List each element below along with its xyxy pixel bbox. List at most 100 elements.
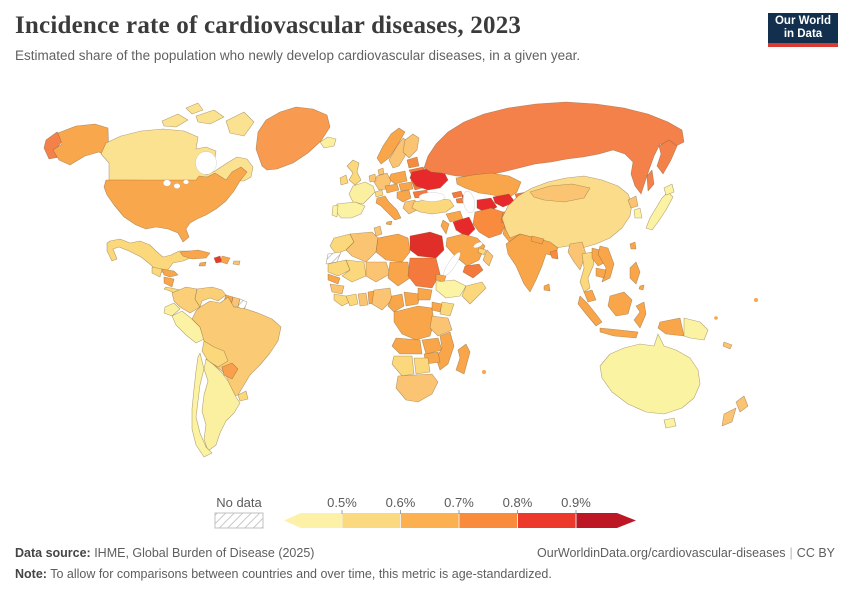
country-russia-sakhalin[interactable] xyxy=(646,169,655,192)
country-guatemala[interactable] xyxy=(151,266,163,278)
country-norway[interactable] xyxy=(376,127,406,165)
country-indonesia-west-papua[interactable] xyxy=(657,317,685,337)
country-taiwan[interactable] xyxy=(629,241,637,250)
country-uae[interactable] xyxy=(477,247,487,256)
country-ghana[interactable] xyxy=(357,292,369,307)
country-baltic-states[interactable] xyxy=(406,156,420,169)
country-indonesia-sumatra[interactable] xyxy=(577,295,603,327)
footer-url-link[interactable]: OurWorldinData.org/cardiovascular-diseas… xyxy=(537,546,786,560)
country-new-zealand-south[interactable] xyxy=(721,407,737,427)
legend-bin-3[interactable] xyxy=(459,513,518,528)
country-yemen[interactable] xyxy=(462,263,484,279)
country-chad[interactable] xyxy=(387,261,411,287)
legend-bin-1[interactable] xyxy=(342,513,401,528)
country-new-zealand-north[interactable] xyxy=(735,395,749,413)
country-austria-czechia[interactable] xyxy=(384,183,400,194)
footer-license-link[interactable]: CC BY xyxy=(796,546,835,560)
country-niger[interactable] xyxy=(365,261,391,283)
country-botswana[interactable] xyxy=(413,357,431,375)
legend-no-data-swatch[interactable] xyxy=(214,512,264,529)
country-jamaica[interactable] xyxy=(198,261,207,267)
country-sudan[interactable] xyxy=(407,257,441,289)
country-cambodia[interactable] xyxy=(595,267,607,279)
country-honduras[interactable] xyxy=(161,268,179,278)
country-somalia[interactable] xyxy=(461,281,487,305)
country-ethiopia[interactable] xyxy=(435,279,467,299)
country-namibia[interactable] xyxy=(391,355,415,377)
country-jordan-israel[interactable] xyxy=(440,219,450,235)
country-australia[interactable] xyxy=(599,333,701,415)
country-cameroon[interactable] xyxy=(387,293,405,313)
country-indonesia-sulawesi[interactable] xyxy=(633,301,647,329)
country-papua-new-guinea[interactable] xyxy=(683,317,709,341)
legend-bin-0[interactable] xyxy=(301,513,342,528)
country-paraguay[interactable] xyxy=(221,362,239,380)
country-ivory-coast[interactable] xyxy=(345,293,359,307)
country-kazakhstan[interactable] xyxy=(455,172,522,200)
legend-bin-5-arrow[interactable] xyxy=(617,513,636,528)
country-puerto-rico[interactable] xyxy=(232,260,241,266)
country-balkans[interactable] xyxy=(396,189,412,203)
country-poland[interactable] xyxy=(388,170,408,185)
country-vietnam[interactable] xyxy=(597,245,615,283)
country-mauritius[interactable] xyxy=(482,370,486,374)
legend-bin-0-arrow[interactable] xyxy=(284,513,301,528)
country-georgia[interactable] xyxy=(451,190,464,199)
country-nigeria[interactable] xyxy=(371,287,393,311)
country-ireland[interactable] xyxy=(339,174,349,186)
country-chile[interactable] xyxy=(191,352,213,458)
country-libya[interactable] xyxy=(375,233,411,263)
country-finland[interactable] xyxy=(402,133,420,159)
legend-bin-4[interactable] xyxy=(517,513,577,528)
country-venezuela[interactable] xyxy=(194,286,227,308)
country-united-kingdom[interactable] xyxy=(346,159,362,186)
country-cuba[interactable] xyxy=(179,249,211,260)
country-benelux[interactable] xyxy=(368,173,377,183)
country-mexico[interactable] xyxy=(106,238,194,274)
country-mozambique[interactable] xyxy=(435,331,455,371)
country-south-korea[interactable] xyxy=(633,207,643,219)
country-senegal[interactable] xyxy=(327,273,341,285)
country-spain[interactable] xyxy=(334,201,366,219)
country-angola[interactable] xyxy=(391,337,423,355)
country-iran[interactable] xyxy=(472,207,508,239)
country-kenya[interactable] xyxy=(439,301,455,317)
country-australia-tasmania[interactable] xyxy=(663,417,677,429)
country-north-korea[interactable] xyxy=(627,195,639,209)
country-mongolia[interactable] xyxy=(529,183,591,203)
country-sri-lanka[interactable] xyxy=(543,283,551,292)
country-italy-sicily[interactable] xyxy=(385,220,393,226)
country-sierra-leone-liberia[interactable] xyxy=(333,293,351,307)
country-south-africa[interactable] xyxy=(395,373,439,403)
country-indonesia-java[interactable] xyxy=(599,327,639,339)
country-zambia[interactable] xyxy=(421,337,443,355)
country-oman[interactable] xyxy=(482,249,494,267)
country-russia-kamchatka[interactable] xyxy=(656,139,678,175)
country-nepal[interactable] xyxy=(530,235,545,245)
country-canada-arctic-2[interactable] xyxy=(195,109,225,125)
country-greenland[interactable] xyxy=(255,106,331,171)
country-egypt[interactable] xyxy=(409,231,445,259)
country-iraq[interactable] xyxy=(452,216,476,238)
country-bangladesh[interactable] xyxy=(549,249,559,260)
country-indonesia-borneo[interactable] xyxy=(607,291,633,317)
legend-bin-5[interactable] xyxy=(576,513,617,528)
country-philippines[interactable] xyxy=(629,261,641,285)
country-japan-hokkaido[interactable] xyxy=(663,183,675,196)
country-iceland[interactable] xyxy=(319,136,337,149)
country-guinea[interactable] xyxy=(329,283,345,295)
country-dominican-republic[interactable] xyxy=(220,255,231,265)
country-hungary-slovakia[interactable] xyxy=(398,181,414,192)
country-mauritania[interactable] xyxy=(327,259,351,277)
country-madagascar[interactable] xyxy=(455,343,471,375)
country-nicaragua[interactable] xyxy=(163,276,175,288)
country-canada-baffin[interactable] xyxy=(225,111,255,137)
country-usa-alaska[interactable] xyxy=(52,123,110,166)
country-russia[interactable] xyxy=(423,101,685,195)
country-argentina[interactable] xyxy=(201,358,241,452)
country-solomon-islands[interactable] xyxy=(714,316,718,320)
country-italy[interactable] xyxy=(375,195,402,221)
country-bolivia[interactable] xyxy=(201,340,229,368)
owid-logo[interactable]: Our World in Data xyxy=(768,13,838,47)
country-south-sudan[interactable] xyxy=(417,287,433,301)
